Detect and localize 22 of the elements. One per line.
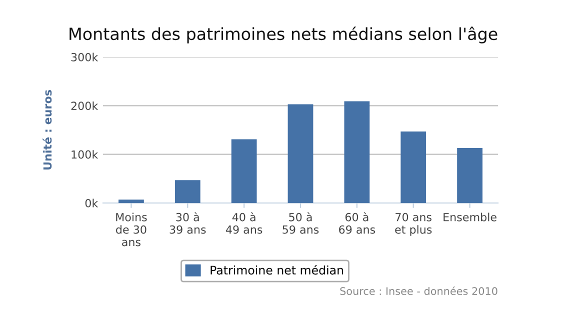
x-tick-label: Ensemble [444,212,496,222]
y-tick-label: 100k [72,150,98,159]
y-tick-label: 0k [85,198,98,208]
x-tick-label: 50 à 59 ans [282,212,319,234]
bar [457,148,482,203]
y-tick-label: 200k [71,101,98,110]
source-note: Source : Insee - données 2010 [340,286,498,296]
legend-label: Patrimoine net médian [210,264,344,275]
x-tick-label: 40 à 49 ans [226,212,262,234]
bar [231,139,257,203]
bar [174,180,200,203]
x-tick-label: Moins de 30 ans [116,212,147,246]
bar [118,200,144,203]
x-tick-label: 70 ans et plus [395,212,432,236]
bar [400,131,426,203]
y-tick-label: 300k [71,52,98,62]
y-axis-title: Unité : euros [42,90,52,170]
x-tick-label: 60 à 69 ans [339,212,376,234]
x-tick-label: 30 à 39 ans [170,212,206,234]
chart-title: Montants des patrimoines nets médians selon l'âge [70,26,498,44]
bar [288,104,314,203]
bar [344,101,370,203]
